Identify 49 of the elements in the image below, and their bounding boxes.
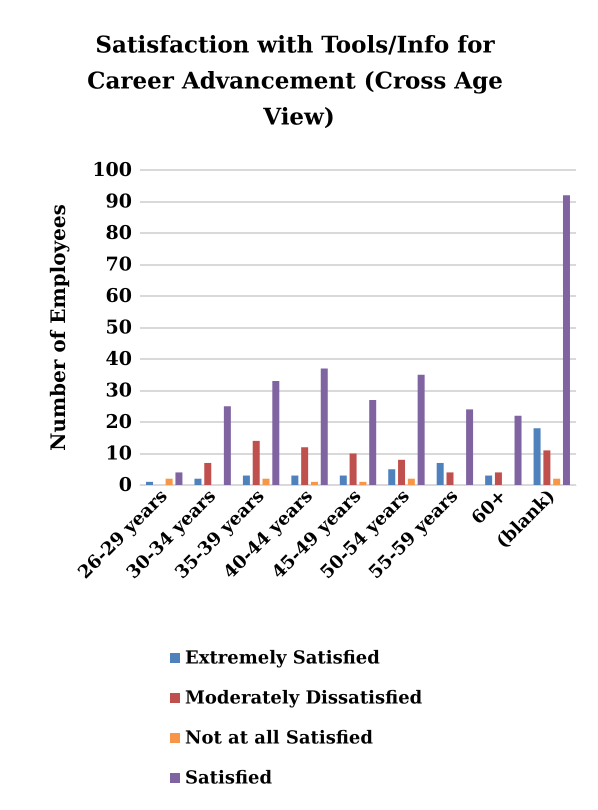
y-tick-label: 40 xyxy=(106,348,132,370)
bar xyxy=(320,368,328,485)
bar xyxy=(446,472,454,485)
y-tick-label: 20 xyxy=(106,411,132,433)
bar xyxy=(166,478,173,485)
bar xyxy=(204,462,212,485)
y-tick-label: 100 xyxy=(92,159,132,181)
bar xyxy=(291,476,298,485)
bar xyxy=(369,400,376,485)
bar xyxy=(398,460,406,485)
bar xyxy=(242,476,250,485)
legend-label: Satisfied xyxy=(185,768,272,788)
bar xyxy=(408,478,415,485)
chart-title: Satisfaction with Tools/Info for Career Advancement (Cross Age View) xyxy=(87,32,511,130)
bar xyxy=(543,450,550,485)
y-tick-label: 70 xyxy=(106,254,132,276)
legend-label: Moderately Dissatisfied xyxy=(185,688,423,708)
bar xyxy=(553,478,560,485)
bar xyxy=(310,482,318,485)
bar xyxy=(146,482,154,485)
y-tick-label: 90 xyxy=(106,190,132,212)
y-tick-label: 50 xyxy=(106,316,132,338)
y-tick-label: 10 xyxy=(106,442,132,464)
bar xyxy=(224,406,231,485)
bar xyxy=(534,428,541,485)
bar xyxy=(562,195,570,485)
bar xyxy=(340,476,347,485)
bar xyxy=(485,476,492,485)
bar xyxy=(359,482,366,485)
y-axis-title: Number of Employees xyxy=(46,204,70,451)
legend-label: Not at all Satisfied xyxy=(185,728,374,748)
bar xyxy=(262,478,270,485)
bar xyxy=(350,454,357,485)
y-tick-label: 60 xyxy=(106,285,132,307)
y-tick-label: 80 xyxy=(106,222,132,244)
bar xyxy=(494,472,502,485)
y-tick-label: 0 xyxy=(118,474,132,496)
bar xyxy=(175,472,182,485)
bar xyxy=(514,416,522,485)
bar xyxy=(252,440,260,485)
bar xyxy=(466,409,474,485)
bar xyxy=(388,469,396,485)
bar xyxy=(436,462,444,485)
bar xyxy=(418,374,425,485)
y-tick-label: 30 xyxy=(106,380,132,402)
bar xyxy=(272,381,280,485)
legend-label: Extremely Satisfied xyxy=(185,648,380,668)
bar xyxy=(301,447,308,485)
bar xyxy=(194,478,202,485)
